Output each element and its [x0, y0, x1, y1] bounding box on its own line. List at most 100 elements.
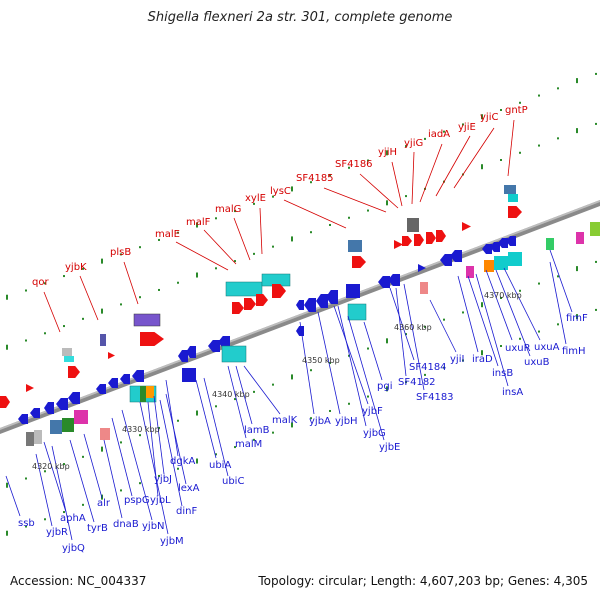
gene-label-fimH[interactable]: fimH [562, 346, 586, 357]
gene-arrow [506, 236, 516, 246]
tick-mark [519, 289, 521, 292]
gene-label-yjiC[interactable]: yjiC [480, 112, 498, 123]
leader-line [323, 187, 387, 213]
gene-label-ssb[interactable]: ssb [18, 518, 35, 529]
tick-mark [481, 164, 483, 170]
gene-arrow [132, 370, 144, 382]
tick-mark [120, 489, 122, 492]
gene-arrow [498, 238, 508, 248]
leader-line [333, 305, 369, 405]
gene-label-yjbL[interactable]: yjbL [150, 495, 171, 506]
gene-label-uxuR[interactable]: uxuR [505, 343, 531, 354]
gene-label-SF4184[interactable]: SF4184 [409, 362, 447, 373]
tick-mark [386, 200, 388, 206]
gene-label-SF4183[interactable]: SF4183 [416, 392, 454, 403]
gene-label-yjbH[interactable]: yjbH [335, 416, 358, 427]
tick-mark [196, 458, 198, 464]
gene-label-yjiE[interactable]: yjiE [458, 122, 476, 133]
tick-mark [101, 258, 103, 264]
gene-label-pspG[interactable]: pspG [124, 495, 150, 506]
gene-label-yjbE[interactable]: yjbE [379, 442, 400, 453]
gene-label-yjbG[interactable]: yjbG [363, 428, 386, 439]
gene-label-lamB[interactable]: lamB [244, 425, 270, 436]
gene-arrow [436, 230, 446, 242]
leader-line [43, 441, 67, 513]
gene-label-insA[interactable]: insA [502, 387, 523, 398]
gene-label-insB[interactable]: insB [492, 368, 513, 379]
gene-label-yjbA[interactable]: yjbA [309, 416, 331, 427]
gene-label-uxuB[interactable]: uxuB [524, 357, 550, 368]
gene-label-iraD[interactable]: iraD [472, 354, 493, 365]
gene-label-gntP[interactable]: gntP [505, 105, 528, 116]
gene-label-malE[interactable]: malE [155, 229, 180, 240]
gene-label-dnaB[interactable]: dnaB [113, 519, 139, 530]
gene-label-plsB[interactable]: plsB [110, 247, 131, 258]
gene-label-yjbK[interactable]: yjbK [65, 262, 87, 273]
leader-line [359, 173, 399, 209]
gene-label-yjiI[interactable]: yjiI [450, 354, 464, 365]
gene-label-alr[interactable]: alr [97, 498, 111, 509]
gene-label-ubiA[interactable]: ubiA [209, 460, 231, 471]
gene-box [346, 284, 360, 298]
gene-arrow [388, 274, 400, 286]
tick-mark [367, 159, 369, 162]
gene-box [100, 428, 110, 440]
tick-mark [576, 128, 578, 134]
gene-label-pgi[interactable]: pgi [377, 381, 392, 392]
gene-arrow [96, 384, 106, 394]
gene-label-yjbF[interactable]: yjbF [362, 406, 383, 417]
gene-label-malF[interactable]: malF [186, 217, 211, 228]
leader-line [5, 475, 21, 517]
gene-arrow [508, 206, 522, 218]
tick-mark [405, 145, 407, 148]
gene-label-dinF[interactable]: dinF [176, 506, 197, 517]
gene-label-SF4185[interactable]: SF4185 [296, 173, 334, 184]
gene-label-yjbJ[interactable]: yjbJ [154, 474, 172, 485]
tick-mark [424, 137, 426, 140]
gene-label-yjbQ[interactable]: yjbQ [62, 543, 85, 554]
tick-mark [576, 266, 578, 272]
tick-mark [6, 482, 8, 488]
scale-label-4320: 4320 kbp [32, 462, 70, 471]
gene-label-yjbM[interactable]: yjbM [160, 536, 184, 547]
gene-label-ubiC[interactable]: ubiC [222, 476, 244, 487]
gene-label-yjbN[interactable]: yjbN [142, 521, 165, 532]
gene-arrow [440, 254, 452, 266]
tick-mark [158, 288, 160, 291]
tick-mark [500, 297, 502, 299]
gene-label-malK[interactable]: malK [272, 415, 298, 426]
gene-arrow [56, 398, 68, 410]
leader-line [403, 283, 425, 391]
leader-line [69, 439, 95, 523]
gene-label-xylE[interactable]: xylE [245, 193, 266, 204]
gene-label-lexA[interactable]: lexA [178, 483, 200, 494]
tick-mark [158, 474, 160, 477]
gene-label-aphA[interactable]: aphA [60, 513, 86, 524]
gene-label-SF4186[interactable]: SF4186 [335, 159, 373, 170]
gene-label-tyrB[interactable]: tyrB [87, 523, 108, 534]
tick-mark [63, 275, 65, 278]
tick-mark [177, 467, 179, 470]
gene-box [62, 348, 72, 356]
gene-box [140, 386, 146, 402]
tick-mark [82, 455, 84, 458]
leader-line [363, 321, 383, 381]
gene-arrow [244, 298, 256, 310]
gene-label-dgkA[interactable]: dgkA [170, 456, 195, 467]
gene-label-lysC[interactable]: lysC [270, 186, 291, 197]
gene-label-yjiG[interactable]: yjiG [404, 138, 423, 149]
tick-mark [120, 253, 122, 256]
gene-label-malM[interactable]: malM [235, 439, 262, 450]
leader-line [121, 409, 153, 521]
gene-arrow [140, 332, 164, 346]
gene-label-SF4182[interactable]: SF4182 [398, 377, 436, 388]
gene-arrow [26, 384, 34, 392]
gene-label-yjbR[interactable]: yjbR [46, 527, 68, 538]
gene-label-fimF[interactable]: fimF [566, 313, 588, 324]
gene-arrow [450, 250, 462, 262]
gene-label-iadA[interactable]: iadA [428, 129, 450, 140]
gene-label-malG[interactable]: malG [215, 204, 241, 215]
gene-label-uxuA[interactable]: uxuA [534, 342, 560, 353]
gene-label-qor[interactable]: qor [32, 277, 49, 288]
gene-label-yjiH[interactable]: yjiH [378, 147, 397, 158]
